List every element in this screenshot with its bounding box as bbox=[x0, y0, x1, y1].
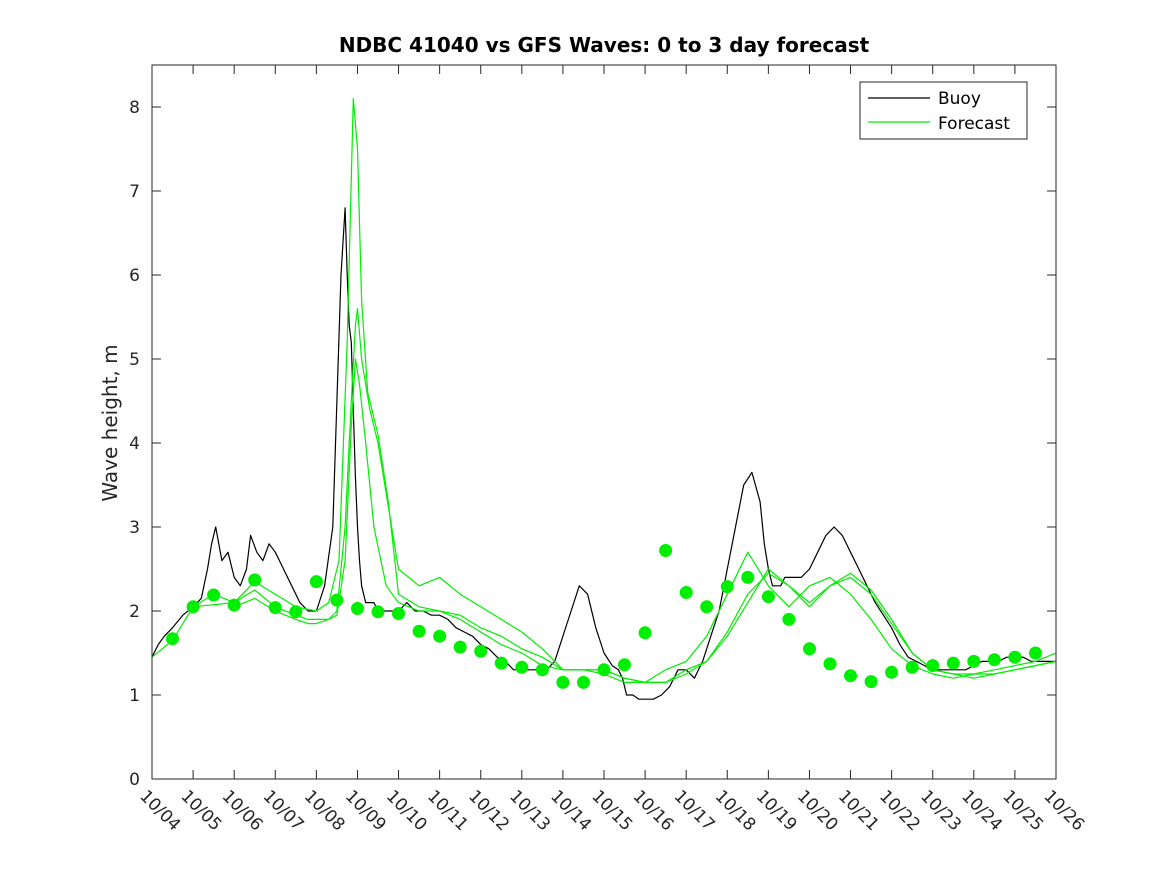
forecast-analysis-point bbox=[741, 570, 755, 584]
forecast-analysis-point bbox=[371, 605, 385, 619]
y-tick-label: 2 bbox=[129, 602, 140, 622]
forecast-analysis-point bbox=[453, 640, 467, 654]
forecast-analysis-point bbox=[864, 675, 878, 689]
forecast-analysis-point bbox=[166, 632, 179, 646]
forecast-analysis-point bbox=[782, 612, 796, 626]
forecast-analysis-point bbox=[535, 663, 549, 677]
forecast-analysis-point bbox=[946, 656, 960, 670]
forecast-analysis-point bbox=[987, 653, 1001, 667]
forecast-analysis-point bbox=[351, 602, 364, 615]
forecast-analysis-point bbox=[248, 573, 262, 587]
forecast-analysis-point bbox=[474, 644, 488, 658]
chart-title: NDBC 41040 vs GFS Waves: 0 to 3 day fore… bbox=[339, 33, 870, 57]
y-tick-label: 7 bbox=[129, 182, 140, 202]
y-tick-label: 3 bbox=[129, 518, 140, 538]
y-tick-label: 4 bbox=[129, 434, 140, 454]
forecast-analysis-point bbox=[659, 544, 673, 557]
y-tick-label: 0 bbox=[129, 770, 140, 790]
forecast-analysis-point bbox=[207, 588, 221, 602]
forecast-analysis-point bbox=[577, 675, 590, 689]
forecast-analysis-point bbox=[433, 629, 447, 643]
forecast-analysis-point bbox=[412, 624, 426, 638]
forecast-analysis-point bbox=[885, 665, 899, 679]
forecast-analysis-point bbox=[905, 660, 919, 674]
forecast-analysis-point bbox=[720, 580, 734, 594]
forecast-analysis-point bbox=[638, 626, 652, 640]
forecast-analysis-point bbox=[761, 590, 775, 604]
y-tick-label: 6 bbox=[129, 266, 140, 286]
forecast-analysis-point bbox=[392, 607, 405, 620]
forecast-analysis-point bbox=[823, 657, 837, 671]
forecast-analysis-point bbox=[515, 660, 529, 674]
forecast-analysis-point bbox=[700, 600, 714, 614]
forecast-analysis-point bbox=[556, 675, 570, 689]
forecast-analysis-point bbox=[803, 642, 816, 656]
forecast-analysis-point bbox=[186, 600, 200, 614]
y-axis-ticks: 0 1 2 3 4 5 6 7 8 bbox=[129, 98, 1056, 790]
y-axis-label: Wave height, m bbox=[98, 344, 122, 501]
forecast-analysis-point bbox=[494, 656, 508, 670]
forecast-analysis-point bbox=[268, 601, 282, 615]
y-tick-label: 8 bbox=[129, 98, 140, 118]
forecast-analysis-point bbox=[1008, 650, 1022, 664]
forecast-analysis-point bbox=[844, 669, 857, 683]
series-line-buoy bbox=[151, 207, 1056, 700]
legend: Buoy Forecast bbox=[859, 81, 1028, 140]
forecast-analysis-point bbox=[618, 658, 631, 672]
legend-label-buoy: Buoy bbox=[938, 89, 981, 109]
series-line-forecast-3 bbox=[233, 358, 1057, 684]
forecast-analysis-point bbox=[926, 659, 940, 673]
legend-box bbox=[859, 81, 1028, 140]
forecast-analysis-point bbox=[1029, 646, 1042, 660]
forecast-analysis-point bbox=[227, 598, 241, 612]
forecast-analysis-point bbox=[597, 663, 611, 677]
forecast-analysis-point bbox=[330, 593, 344, 607]
plot-frame bbox=[151, 64, 1057, 780]
series-line-forecast-1 bbox=[151, 97, 1057, 684]
forecast-analysis-point bbox=[679, 586, 693, 599]
forecast-analysis-point bbox=[967, 654, 981, 668]
legend-label-forecast: Forecast bbox=[938, 114, 1010, 134]
y-tick-label: 5 bbox=[129, 350, 140, 370]
y-tick-label: 1 bbox=[129, 686, 140, 706]
forecast-analysis-point bbox=[309, 575, 323, 589]
forecast-analysis-point bbox=[289, 605, 303, 619]
plot-area bbox=[151, 97, 1057, 700]
